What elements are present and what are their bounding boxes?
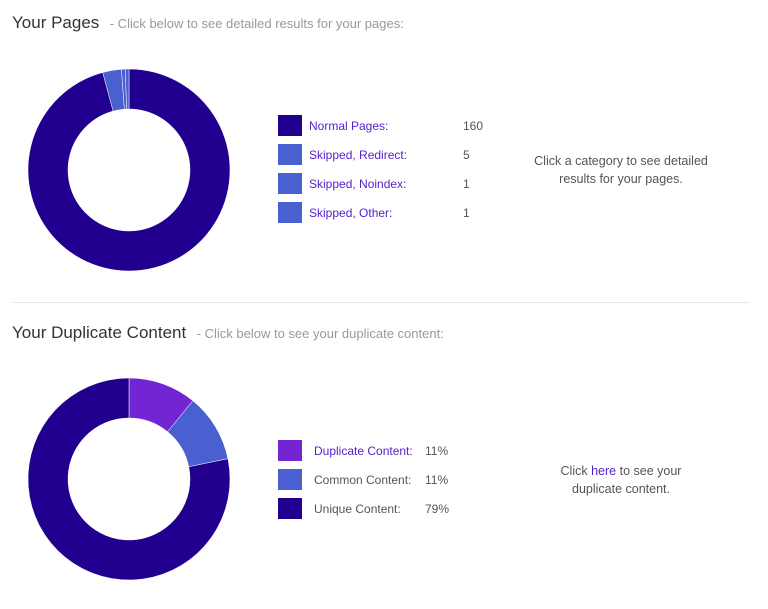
note-text: Click bbox=[560, 464, 592, 478]
duplicate-percent: 11% bbox=[425, 444, 449, 458]
skipped-redirect-count: 5 bbox=[463, 148, 470, 162]
normal-pages-count: 160 bbox=[463, 119, 484, 133]
donut-slice-normal-pages[interactable] bbox=[27, 68, 231, 272]
legend-swatch-other[interactable] bbox=[278, 202, 302, 223]
pages-header: Your Pages - Click below to see detailed… bbox=[12, 13, 404, 33]
legend-common-content: Common Content: bbox=[314, 473, 412, 487]
legend-swatch-normal[interactable] bbox=[278, 115, 302, 136]
legend-swatch-unique bbox=[278, 498, 302, 519]
legend-unique-content: Unique Content: bbox=[314, 502, 401, 516]
legend-skipped-other[interactable]: Skipped, Other: bbox=[309, 206, 393, 220]
note-text: to see your duplicate content. bbox=[572, 464, 682, 496]
donut-slice-skipped-other[interactable] bbox=[124, 68, 130, 110]
section-divider bbox=[12, 302, 750, 303]
legend-swatch-common bbox=[278, 469, 302, 490]
pages-donut-chart[interactable] bbox=[0, 40, 260, 300]
legend-skipped-redirect[interactable]: Skipped, Redirect: bbox=[309, 148, 408, 162]
common-percent: 11% bbox=[425, 473, 449, 487]
skipped-noindex-count: 1 bbox=[463, 177, 470, 191]
duplicate-donut-chart[interactable] bbox=[0, 349, 260, 609]
legend-swatch-duplicate[interactable] bbox=[278, 440, 302, 461]
pages-subtitle: - Click below to see detailed results fo… bbox=[109, 16, 404, 31]
legend-swatch-redirect[interactable] bbox=[278, 144, 302, 165]
duplicate-subtitle: - Click below to see your duplicate cont… bbox=[196, 326, 444, 341]
duplicate-header: Your Duplicate Content - Click below to … bbox=[12, 323, 444, 343]
legend-swatch-noindex[interactable] bbox=[278, 173, 302, 194]
legend-duplicate-content[interactable]: Duplicate Content: bbox=[314, 444, 413, 458]
legend-normal-pages[interactable]: Normal Pages: bbox=[309, 119, 389, 133]
legend-skipped-noindex[interactable]: Skipped, Noindex: bbox=[309, 177, 407, 191]
here-link[interactable]: here bbox=[591, 464, 617, 478]
skipped-other-count: 1 bbox=[463, 206, 470, 220]
pages-note: Click a category to see detailed results… bbox=[534, 154, 708, 186]
donut-slice-unique-content[interactable] bbox=[27, 377, 231, 581]
pages-title: Your Pages bbox=[12, 13, 100, 32]
duplicate-title: Your Duplicate Content bbox=[12, 323, 187, 342]
duplicate-note: Click here to see your duplicate content… bbox=[540, 462, 702, 498]
unique-percent: 79% bbox=[425, 502, 450, 516]
